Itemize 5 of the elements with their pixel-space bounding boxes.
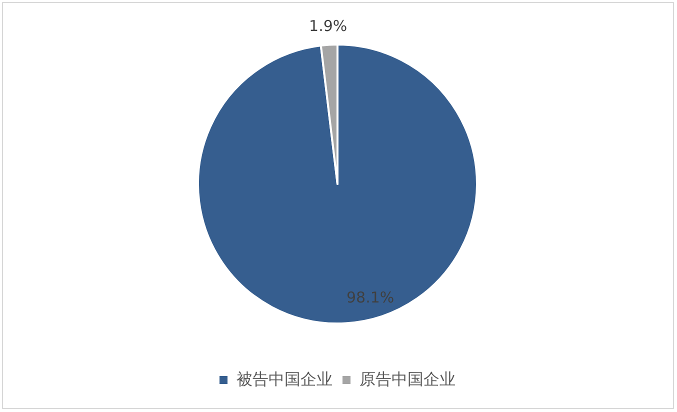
data-label: 98.1% <box>346 288 394 306</box>
legend-label: 原告中国企业 <box>360 369 456 388</box>
data-label: 1.9% <box>309 16 348 35</box>
pie-slice <box>197 44 478 324</box>
legend-label: 被告中国企业 <box>236 369 332 388</box>
